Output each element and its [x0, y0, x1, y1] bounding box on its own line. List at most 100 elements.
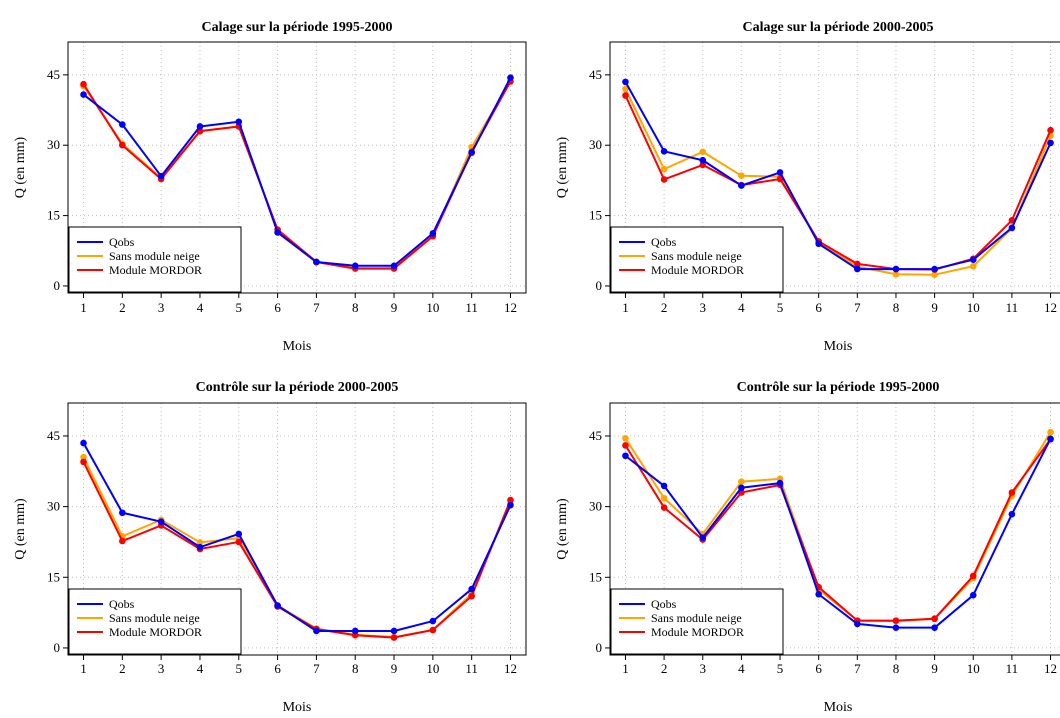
data-point-qobs [892, 624, 900, 631]
x-tick-label: 4 [738, 300, 745, 315]
data-point-qobs [622, 78, 629, 86]
x-tick-label: 1 [80, 300, 87, 315]
data-point-qobs [969, 256, 977, 263]
series-line-qobs [624, 438, 1052, 629]
data-point-qobs [80, 439, 87, 447]
x-tick-label: 8 [352, 661, 359, 676]
data-point-qobs [80, 91, 87, 98]
x-axis-label: Mois [283, 339, 312, 354]
data-point-qobs [1047, 139, 1054, 147]
x-tick-label: 9 [391, 661, 398, 676]
data-point-qobs [235, 530, 243, 538]
data-point-sans [196, 539, 204, 546]
legend-label-sans: Sans module neige [109, 249, 200, 263]
x-tick-label: 4 [738, 661, 745, 676]
legend-label-qobs: Qobs [651, 235, 677, 249]
data-point-qobs [660, 148, 668, 155]
data-point-qobs [468, 585, 475, 593]
y-tick-label: 0 [596, 640, 603, 655]
x-tick-label: 12 [504, 300, 517, 315]
y-tick-label: 15 [47, 208, 60, 223]
legend-label-mordor: Module MORDOR [651, 263, 744, 277]
chart-title: Calage sur la période 1995-2000 [201, 20, 392, 35]
data-point-mordor [931, 615, 938, 623]
legend-box [68, 588, 242, 655]
x-tick-label: 10 [967, 300, 980, 315]
plot-frame [67, 402, 527, 656]
series-line-mordor [624, 95, 1052, 271]
x-axis-label: Mois [283, 700, 312, 715]
x-tick-label: 11 [465, 300, 478, 315]
x-tick-label: 1 [622, 300, 629, 315]
data-point-mordor [660, 504, 668, 511]
data-point-qobs [351, 627, 359, 635]
x-tick-label: 10 [967, 661, 980, 676]
y-tick-label: 30 [47, 499, 60, 514]
data-point-qobs [854, 620, 861, 628]
data-point-qobs [429, 230, 437, 237]
y-axis-label: Q (en mm) [555, 498, 570, 560]
x-tick-label: 8 [893, 300, 900, 315]
y-tick-label: 0 [54, 278, 61, 293]
plot-frame [67, 41, 527, 294]
chart-title: Contrôle sur la période 2000-2005 [196, 380, 399, 395]
data-point-qobs [468, 149, 475, 157]
y-tick-label: 0 [596, 278, 603, 293]
data-point-mordor [80, 458, 87, 466]
data-point-sans [892, 270, 900, 278]
x-tick-label: 7 [854, 300, 861, 315]
data-point-mordor [892, 617, 900, 624]
legend-label-mordor: Module MORDOR [651, 625, 744, 639]
data-point-qobs [274, 602, 281, 609]
data-point-qobs [313, 258, 320, 266]
x-tick-label: 6 [274, 661, 281, 676]
legend-box [610, 588, 784, 655]
data-point-qobs [351, 262, 359, 270]
data-point-sans [660, 165, 668, 173]
x-tick-label: 6 [274, 300, 281, 315]
y-tick-label: 15 [47, 569, 60, 584]
x-tick-label: 9 [931, 661, 938, 676]
chart-title: Contrôle sur la période 1995-2000 [737, 380, 940, 395]
data-point-qobs [1008, 510, 1016, 518]
legend-label-mordor: Module MORDOR [109, 263, 202, 277]
x-tick-label: 9 [391, 300, 398, 315]
series-line-qobs [82, 77, 512, 267]
legend-label-mordor: Module MORDOR [109, 625, 202, 639]
x-tick-label: 5 [236, 300, 243, 315]
data-point-mordor [390, 634, 398, 641]
data-point-sans [622, 85, 629, 93]
x-tick-label: 2 [119, 661, 126, 676]
x-tick-label: 3 [699, 300, 706, 315]
data-point-qobs [196, 123, 204, 130]
series-line-qobs [624, 81, 1052, 271]
data-point-mordor [969, 572, 977, 580]
x-tick-label: 8 [893, 661, 900, 676]
legend-box [68, 226, 242, 293]
data-point-mordor [660, 176, 668, 183]
x-tick-label: 3 [158, 300, 165, 315]
data-point-qobs [815, 590, 822, 598]
data-point-qobs [699, 534, 707, 542]
x-tick-label: 7 [313, 300, 320, 315]
x-tick-label: 2 [661, 300, 668, 315]
data-point-mordor [1047, 126, 1054, 134]
x-tick-label: 12 [1044, 661, 1057, 676]
x-tick-label: 7 [313, 661, 320, 676]
data-point-sans [969, 262, 977, 270]
y-axis-label: Q (en mm) [555, 136, 570, 198]
chart-title: Calage sur la période 2000-2005 [742, 20, 933, 35]
x-tick-label: 5 [777, 300, 784, 315]
x-tick-label: 4 [197, 300, 204, 315]
data-point-qobs [390, 262, 398, 270]
x-tick-label: 11 [1006, 661, 1019, 676]
x-tick-label: 3 [158, 661, 165, 676]
legend-label-sans: Sans module neige [651, 249, 742, 263]
data-point-mordor [119, 537, 126, 545]
